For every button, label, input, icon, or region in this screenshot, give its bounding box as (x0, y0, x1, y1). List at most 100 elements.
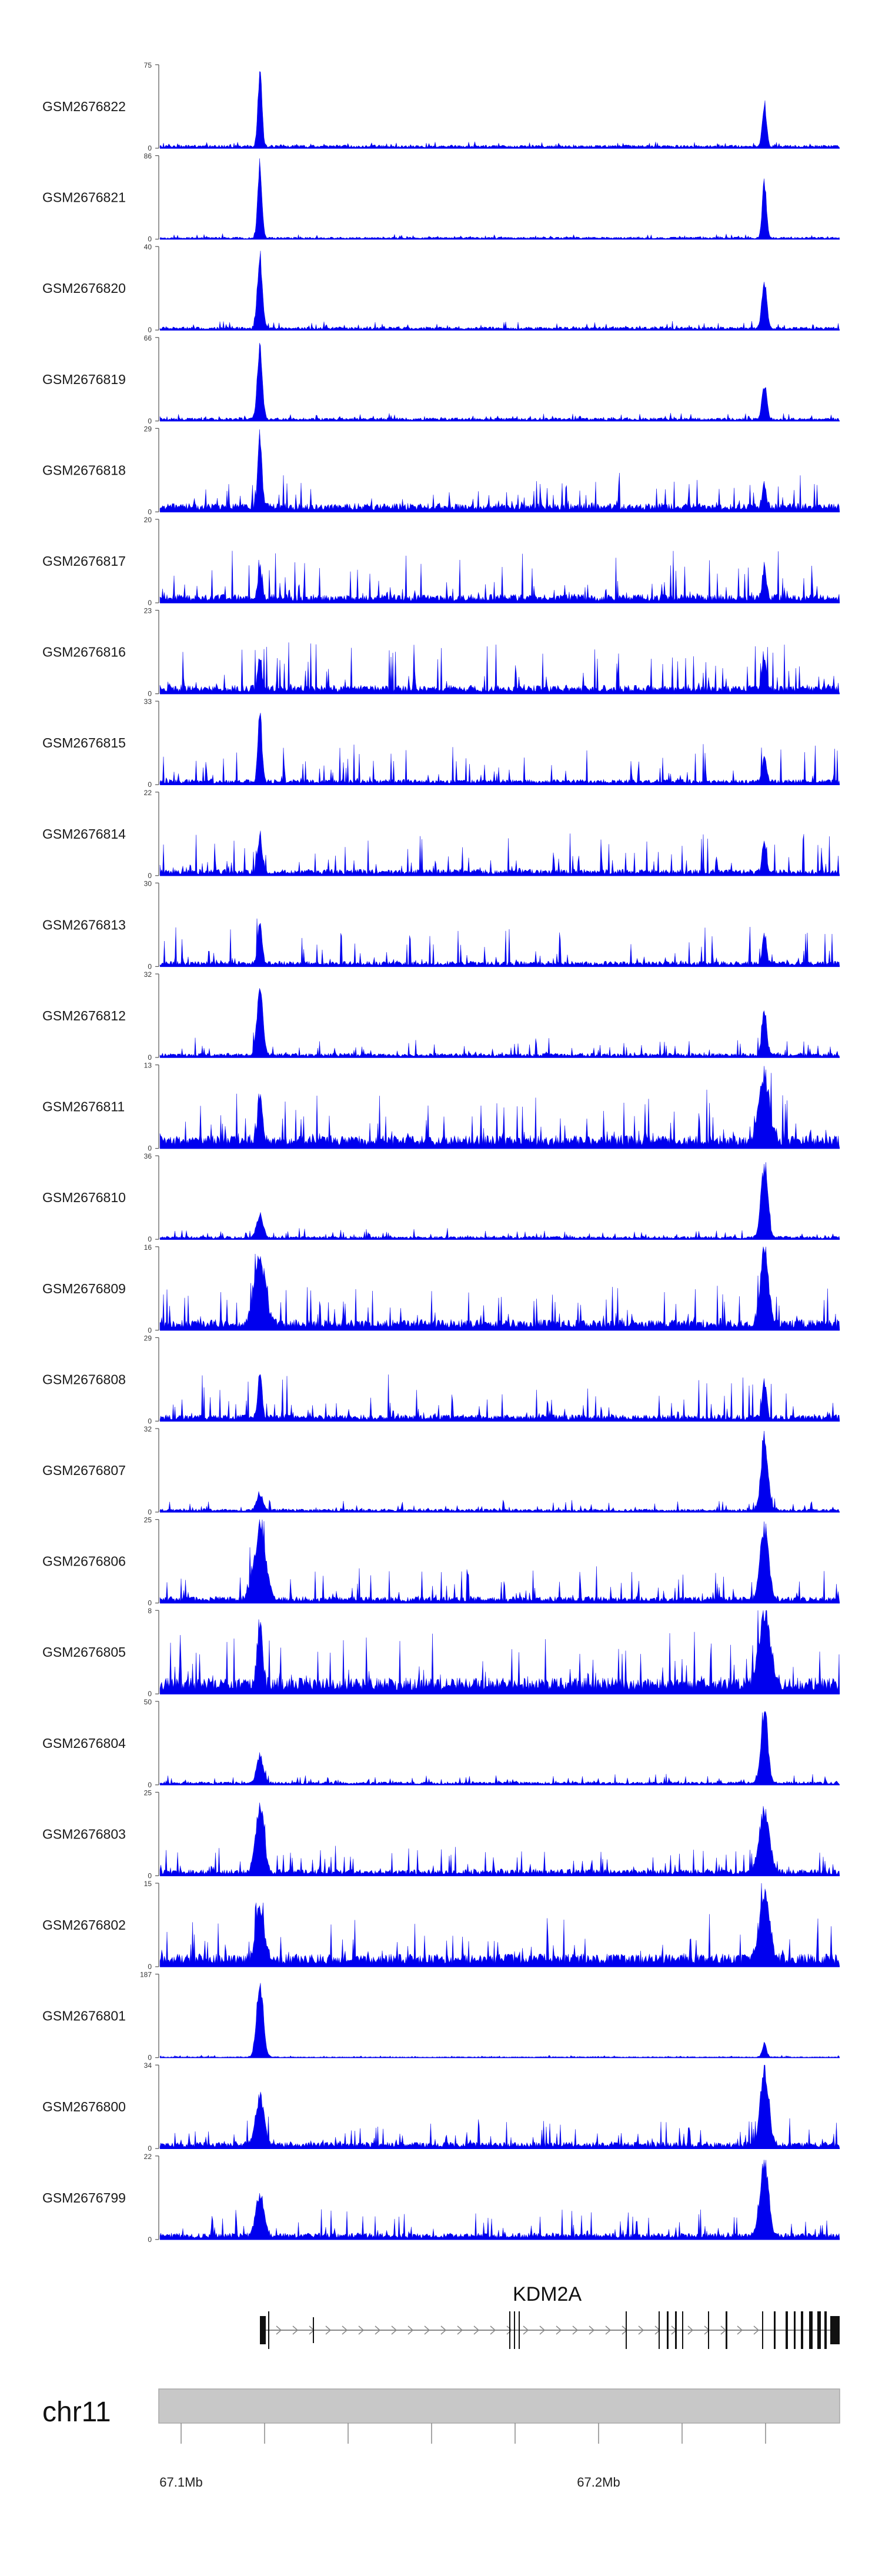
track-GSM2676821: GSM2676821 86 0 (42, 152, 840, 243)
strand-arrow (457, 2325, 463, 2335)
y-max-label: 32 (144, 1425, 152, 1433)
track-label: GSM2676800 (42, 2099, 126, 2114)
y-max-label: 22 (144, 789, 152, 797)
y-min-label: 0 (148, 417, 152, 425)
y-min-label: 0 (148, 2235, 152, 2244)
signal-area (159, 1066, 840, 1149)
track-GSM2676809: GSM2676809 16 0 (42, 1243, 840, 1334)
y-max-label: 13 (144, 1062, 152, 1070)
y-max-label: 29 (144, 1334, 152, 1342)
gene-name: KDM2A (513, 2283, 582, 2305)
track-GSM2676812: GSM2676812 32 0 (42, 970, 840, 1062)
y-min-label: 0 (148, 2144, 152, 2153)
y-min-label: 0 (148, 144, 152, 152)
exon (794, 2311, 796, 2349)
y-max-label: 25 (144, 1788, 152, 1797)
exon (667, 2311, 669, 2349)
strand-arrow (638, 2325, 644, 2335)
signal-area (159, 343, 840, 421)
y-max-label: 15 (144, 1880, 152, 1888)
track-label: GSM2676815 (42, 735, 126, 750)
track-label: GSM2676817 (42, 553, 126, 569)
exon (817, 2311, 821, 2349)
y-max-label: 29 (144, 425, 152, 433)
signal-area (159, 830, 840, 876)
track-label: GSM2676806 (42, 1554, 126, 1569)
exon (626, 2311, 627, 2349)
y-max-label: 187 (140, 1971, 152, 1979)
signal-area (159, 1983, 840, 2058)
signal-area (159, 550, 840, 603)
y-min-label: 0 (148, 780, 152, 789)
y-max-label: 50 (144, 1698, 152, 1706)
exon (509, 2311, 510, 2349)
exon (519, 2311, 520, 2349)
strand-arrow (539, 2325, 546, 2335)
signal-area (159, 251, 840, 331)
track-GSM2676814: GSM2676814 22 0 (42, 789, 840, 880)
exon (682, 2311, 683, 2349)
track-GSM2676801: GSM2676801 187 0 (42, 1971, 840, 2062)
track-GSM2676803: GSM2676803 25 0 (42, 1788, 840, 1880)
signal-area (159, 1883, 840, 1967)
track-GSM2676804: GSM2676804 50 0 (42, 1698, 840, 1789)
track-label: GSM2676808 (42, 1372, 126, 1387)
exon (801, 2311, 803, 2349)
y-max-label: 75 (144, 61, 152, 69)
strand-arrow (572, 2325, 579, 2335)
track-GSM2676822: GSM2676822 75 0 (42, 61, 840, 152)
signal-area (159, 712, 840, 785)
track-label: GSM2676812 (42, 1008, 126, 1023)
track-GSM2676799: GSM2676799 22 0 (42, 2153, 840, 2244)
track-label: GSM2676809 (42, 1281, 126, 1296)
exon (268, 2311, 269, 2349)
exon (313, 2317, 314, 2343)
y-min-label: 0 (148, 1053, 152, 1062)
x-tick-label: 67.2Mb (577, 2475, 620, 2490)
track-label: GSM2676814 (42, 826, 126, 842)
gene-track: KDM2A (260, 2283, 840, 2349)
y-min-label: 0 (148, 872, 152, 880)
exon (514, 2311, 515, 2349)
signal-area (159, 1374, 840, 1422)
track-GSM2676818: GSM2676818 29 0 (42, 425, 840, 516)
y-max-label: 36 (144, 1152, 152, 1160)
track-GSM2676807: GSM2676807 32 0 (42, 1425, 840, 1516)
exon (786, 2311, 788, 2349)
exon (774, 2311, 776, 2349)
signal-area (159, 1430, 840, 1513)
y-min-label: 0 (148, 690, 152, 698)
strand-arrow (490, 2325, 496, 2335)
chromosome-label: chr11 (42, 2397, 111, 2428)
exon (762, 2311, 763, 2349)
track-label: GSM2676818 (42, 462, 126, 478)
y-max-label: 8 (148, 1607, 152, 1615)
track-GSM2676815: GSM2676815 33 0 (42, 698, 840, 789)
strand-arrow (391, 2325, 397, 2335)
track-label: GSM2676821 (42, 190, 126, 205)
track-GSM2676817: GSM2676817 20 0 (42, 516, 840, 607)
strand-arrow (589, 2325, 595, 2335)
track-GSM2676810: GSM2676810 36 0 (42, 1152, 840, 1243)
exon (824, 2311, 827, 2349)
track-label: GSM2676811 (42, 1099, 125, 1115)
track-label: GSM2676807 (42, 1463, 126, 1478)
signal-area (159, 988, 840, 1058)
track-label: GSM2676802 (42, 1917, 126, 1933)
track-label: GSM2676816 (42, 645, 126, 660)
strand-arrow (276, 2325, 282, 2335)
signal-area (159, 429, 840, 512)
y-min-label: 0 (148, 508, 152, 516)
y-max-label: 25 (144, 1516, 152, 1524)
y-min-label: 0 (148, 1690, 152, 1698)
signal-area (159, 2065, 840, 2149)
y-max-label: 22 (144, 2153, 152, 2161)
strand-arrow (325, 2325, 332, 2335)
strand-arrow (424, 2325, 430, 2335)
y-max-label: 16 (144, 1243, 152, 1252)
strand-arrow (737, 2325, 743, 2335)
strand-arrow (556, 2325, 562, 2335)
y-min-label: 0 (148, 1326, 152, 1334)
signal-area (159, 158, 840, 239)
y-min-label: 0 (148, 1871, 152, 1880)
